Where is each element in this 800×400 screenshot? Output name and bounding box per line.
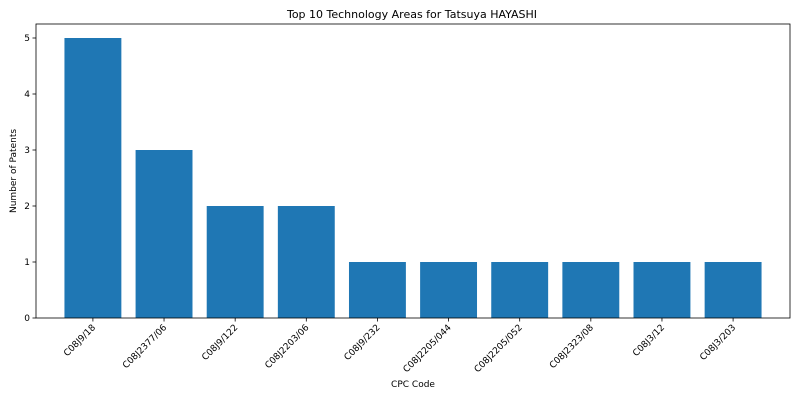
x-tick-label: C08J3/12 [631, 323, 667, 359]
x-axis-label: CPC Code [391, 380, 435, 390]
y-tick-label: 0 [24, 314, 30, 324]
x-tick-label: C08J9/232 [343, 323, 383, 363]
bar-1 [64, 38, 121, 318]
bar-6 [420, 262, 477, 318]
x-tick-label: C08J2377/06 [121, 323, 169, 371]
bar-5 [349, 262, 406, 318]
x-tick-label: C08J2205/044 [402, 323, 454, 375]
y-axis: 0 1 2 3 4 5 [24, 34, 36, 324]
y-tick-label: 3 [24, 146, 30, 156]
bar-10 [705, 262, 762, 318]
x-tick-label: C08J9/18 [62, 323, 98, 359]
y-tick-label: 4 [24, 90, 30, 100]
x-tick-label: C08J2203/06 [263, 323, 311, 371]
x-axis: C08J9/18 C08J2377/06 C08J9/122 C08J2203/06 C… [62, 318, 738, 375]
x-tick-label: C08J2205/052 [473, 323, 525, 375]
y-axis-label: Number of Patents [9, 129, 19, 213]
x-tick-label: C08J9/122 [200, 323, 240, 363]
bar-3 [207, 206, 264, 318]
x-tick-label: C08J2323/08 [548, 323, 596, 371]
bar-4 [278, 206, 335, 318]
bar-9 [634, 262, 691, 318]
bars-group [64, 38, 761, 318]
bar-2 [136, 150, 193, 318]
y-tick-label: 2 [24, 202, 30, 212]
x-tick-label: C08J3/203 [698, 323, 738, 363]
bar-8 [562, 262, 619, 318]
y-tick-label: 5 [24, 34, 30, 44]
chart-title: Top 10 Technology Areas for Tatsuya HAYA… [286, 8, 537, 21]
bar-7 [491, 262, 548, 318]
y-tick-label: 1 [24, 258, 30, 268]
